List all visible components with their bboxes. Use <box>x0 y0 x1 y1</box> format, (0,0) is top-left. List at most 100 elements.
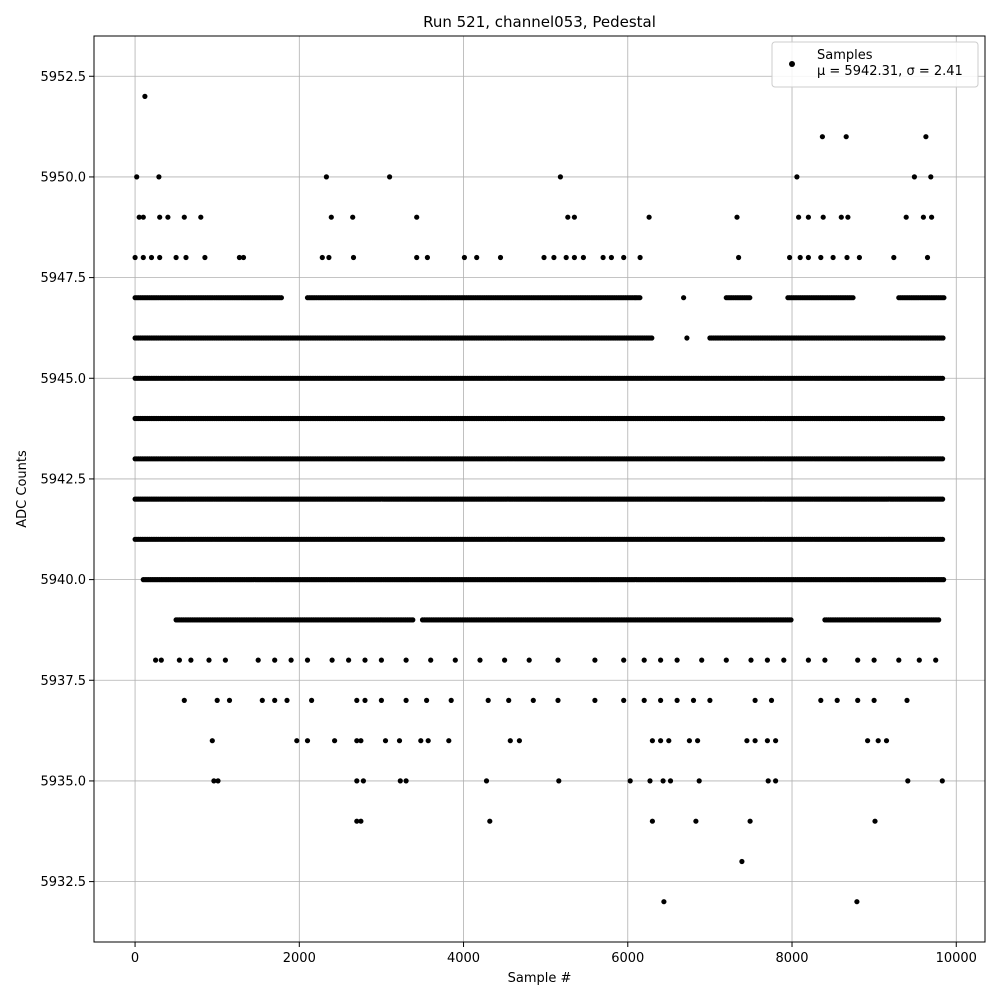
data-point <box>236 254 242 261</box>
data-point <box>414 254 420 261</box>
data-point <box>649 738 656 744</box>
data-point <box>637 254 643 261</box>
data-point <box>916 657 922 663</box>
data-point <box>928 174 934 180</box>
data-point <box>140 214 146 220</box>
data-point <box>132 254 138 261</box>
data-point <box>136 214 142 220</box>
data-point <box>684 335 690 341</box>
data-point <box>198 214 204 220</box>
data-point <box>805 657 812 663</box>
legend-box <box>771 41 979 88</box>
y-tick-label: 5942.5 <box>41 472 87 487</box>
data-point <box>134 174 140 180</box>
data-point <box>787 254 793 261</box>
data-point <box>768 697 775 704</box>
legend-entry-samples: Samples <box>817 48 873 63</box>
data-point <box>871 697 877 704</box>
data-point <box>696 778 702 784</box>
data-point <box>354 697 360 704</box>
data-point <box>424 254 430 261</box>
data-point <box>319 254 325 261</box>
data-point <box>752 697 758 704</box>
y-tick-label: 5952.5 <box>41 70 87 85</box>
data-point <box>362 657 368 663</box>
data-point <box>214 697 220 704</box>
data-point <box>181 214 187 220</box>
data-point <box>157 214 163 220</box>
y-tick-label: 5950.0 <box>41 170 87 185</box>
data-point <box>621 254 627 261</box>
data-point <box>690 697 697 704</box>
x-axis-label: Sample # <box>508 971 572 986</box>
data-point <box>284 697 290 704</box>
data-point <box>358 738 364 744</box>
x-tick-label: 8000 <box>775 951 808 966</box>
data-point <box>739 858 745 865</box>
data-point <box>448 697 454 704</box>
x-tick-label: 2000 <box>283 951 316 966</box>
data-point <box>621 657 627 663</box>
data-point <box>326 254 332 261</box>
data-point <box>215 778 221 784</box>
data-point <box>820 214 826 220</box>
x-tick-label: 4000 <box>447 951 480 966</box>
data-point <box>202 254 208 261</box>
data-point <box>209 738 215 744</box>
data-point <box>526 657 532 663</box>
data-point <box>752 738 758 744</box>
data-point <box>304 738 311 744</box>
data-point <box>555 657 561 663</box>
data-point <box>580 254 587 261</box>
data-point <box>940 536 946 542</box>
data-point <box>856 254 863 261</box>
data-point <box>362 697 368 704</box>
x-tick-label: 10000 <box>936 951 977 966</box>
data-point <box>797 254 803 261</box>
data-point <box>924 254 931 261</box>
grid-layer <box>94 36 985 942</box>
data-point <box>396 738 403 744</box>
data-point <box>329 657 335 663</box>
data-point <box>940 375 946 381</box>
data-point <box>255 657 261 663</box>
data-point <box>865 738 871 744</box>
data-point <box>288 657 294 663</box>
data-point <box>641 697 647 704</box>
data-point <box>939 778 945 784</box>
data-point <box>425 738 431 744</box>
legend-entry-stats: μ = 5942.31, σ = 2.41 <box>817 64 963 79</box>
data-point <box>358 818 364 824</box>
data-point <box>487 818 493 824</box>
data-point <box>565 214 571 220</box>
data-point <box>346 657 352 663</box>
legend: Samples μ = 5942.31, σ = 2.41 <box>771 41 979 88</box>
data-point <box>646 214 652 220</box>
data-point <box>188 657 194 663</box>
data-point <box>551 254 557 261</box>
y-tick-label: 5945.0 <box>41 372 87 387</box>
data-point <box>658 697 664 704</box>
data-point <box>699 657 705 663</box>
data-point <box>819 134 826 140</box>
data-point <box>723 657 729 663</box>
data-point <box>822 657 828 663</box>
data-point <box>941 577 947 583</box>
data-point <box>658 657 664 663</box>
data-point <box>354 818 360 824</box>
data-point <box>781 657 787 663</box>
data-point <box>148 254 155 261</box>
data-point <box>854 899 860 905</box>
data-point <box>875 738 881 744</box>
data-point <box>259 697 265 704</box>
data-point <box>555 697 561 704</box>
data-point <box>452 657 458 663</box>
data-point <box>765 778 771 784</box>
data-point <box>142 93 148 99</box>
data-point <box>485 697 491 704</box>
data-point <box>660 778 666 784</box>
data-point <box>649 818 656 824</box>
data-point <box>350 254 357 261</box>
data-point <box>165 214 171 220</box>
